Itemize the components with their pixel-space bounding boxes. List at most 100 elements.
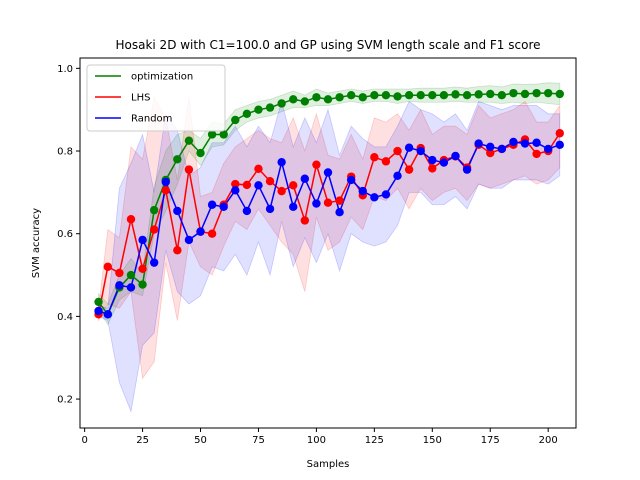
optimization-point: [520, 89, 530, 99]
lhs-point: [138, 264, 147, 274]
optimization-point: [149, 205, 159, 215]
random-point: [370, 193, 379, 202]
lhs-point: [428, 164, 437, 173]
optimization-point: [416, 91, 425, 100]
lhs-point: [312, 160, 321, 169]
lhs-point: [265, 177, 275, 186]
optimization-point: [509, 88, 518, 98]
lhs-point: [161, 186, 170, 195]
random-point: [277, 157, 286, 167]
lhs-point: [555, 129, 564, 138]
random-point: [289, 202, 298, 212]
optimization-point: [173, 155, 182, 164]
x-tick-label: 125: [365, 435, 384, 446]
optimization-point: [335, 93, 344, 102]
y-tick-label: 0.8: [57, 147, 73, 158]
series-points: [94, 88, 564, 319]
optimization-point: [300, 97, 310, 106]
random-point: [94, 306, 103, 316]
optimization-point: [543, 88, 553, 98]
optimization-point: [381, 91, 391, 100]
optimization-point: [277, 99, 286, 108]
lhs-point: [126, 215, 136, 224]
optimization-point: [126, 270, 136, 280]
lhs-point: [103, 262, 113, 271]
legend: optimization LHS Random: [86, 64, 226, 132]
optimization-point: [428, 91, 437, 100]
random-point: [462, 165, 472, 174]
lhs-point: [300, 216, 310, 225]
lhs-point: [242, 180, 252, 190]
optimization-point: [532, 88, 541, 98]
random-point: [196, 227, 205, 236]
random-point: [300, 174, 310, 183]
y-tick-label: 0.2: [57, 395, 73, 406]
optimization-point: [555, 89, 564, 99]
optimization-confidence-band: [98, 82, 561, 326]
y-tick-label: 1.0: [57, 64, 73, 75]
optimization-point: [358, 93, 367, 102]
random-point: [416, 146, 425, 156]
lhs-point: [323, 198, 333, 207]
optimization-point: [219, 130, 228, 139]
x-tick-label: 150: [423, 435, 442, 446]
lhs-point: [115, 268, 124, 278]
random-point: [509, 137, 518, 147]
lhs-point: [207, 229, 217, 238]
x-tick-label: 100: [307, 435, 326, 446]
x-tick-label: 200: [539, 435, 558, 446]
optimization-point: [370, 91, 379, 100]
optimization-point: [393, 92, 402, 101]
random-point: [219, 202, 228, 212]
random-point: [555, 140, 564, 150]
random-confidence-band: [98, 99, 561, 413]
optimization-point: [346, 91, 356, 100]
optimization-point: [497, 91, 507, 100]
y-tick-label: 0.6: [57, 229, 73, 240]
random-point: [404, 143, 414, 152]
optimization-point: [323, 95, 333, 104]
legend-box: [86, 64, 226, 132]
y-axis-title: SVM accuracy: [31, 208, 42, 278]
random-point: [346, 175, 356, 185]
random-point: [358, 186, 367, 196]
legend-random-label: Random: [131, 114, 172, 125]
lhs-point: [532, 149, 541, 159]
optimization-point: [289, 95, 298, 104]
random-point: [393, 171, 402, 181]
lhs-point: [231, 179, 240, 189]
lhs-point: [277, 186, 286, 196]
random-point: [543, 144, 553, 154]
optimization-point: [486, 89, 495, 99]
random-point: [381, 190, 391, 199]
lhs-point: [184, 165, 194, 174]
lhs-point: [173, 246, 182, 255]
random-point: [254, 181, 263, 190]
lhs-point: [486, 148, 495, 158]
random-point: [439, 158, 449, 167]
optimization-point: [254, 105, 263, 114]
optimization-point: [462, 91, 472, 100]
y-axis-ticks: 0.2 0.4 0.6 0.8 1.0: [57, 64, 80, 406]
optimization-point: [242, 109, 252, 119]
lhs-point: [370, 153, 379, 162]
optimization-point: [265, 103, 275, 112]
optimization-point: [231, 115, 240, 125]
random-point: [115, 281, 124, 290]
lhs-point: [149, 225, 159, 234]
random-point: [451, 151, 460, 161]
random-point: [474, 139, 483, 148]
x-axis-title: Samples: [307, 459, 350, 470]
plot-area-frame: [79, 57, 577, 429]
random-point: [532, 138, 541, 147]
random-point: [335, 208, 344, 217]
optimization-point: [94, 297, 103, 307]
lhs-point: [335, 196, 344, 205]
random-point: [242, 206, 252, 216]
legend-optimization-label: optimization: [131, 72, 193, 83]
random-point: [207, 200, 217, 209]
random-point: [103, 310, 113, 319]
random-point: [520, 139, 530, 148]
x-tick-label: 25: [136, 435, 149, 446]
